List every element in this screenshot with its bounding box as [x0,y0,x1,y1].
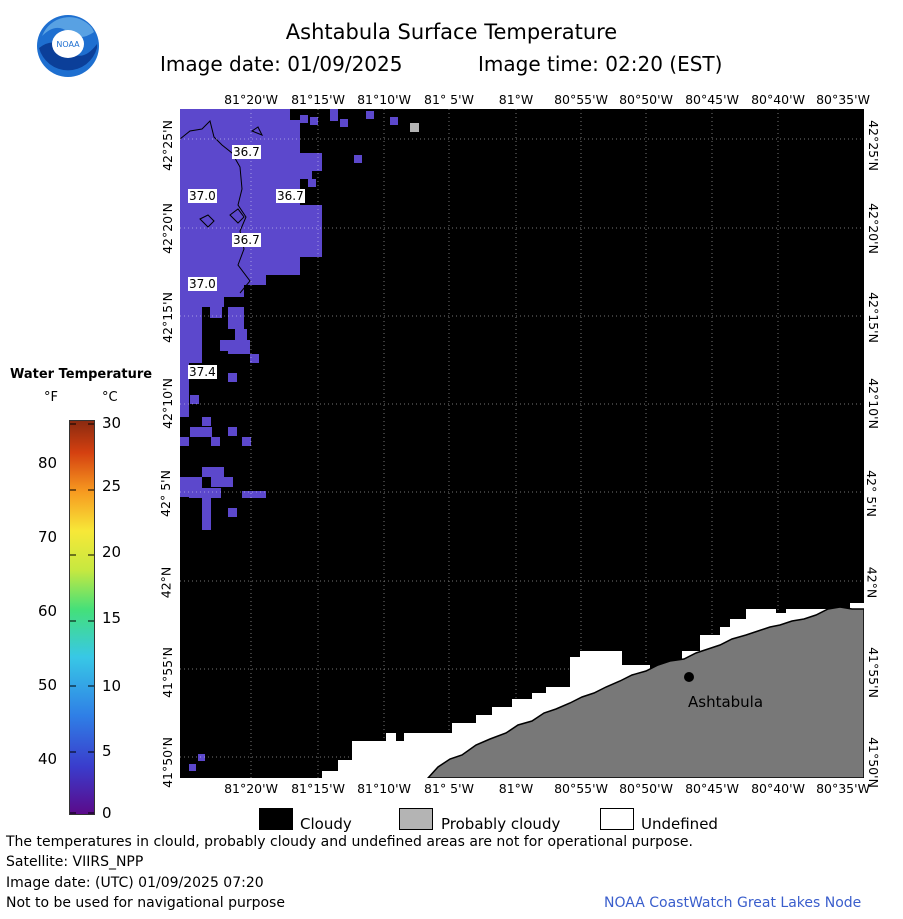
contour-label: 37.4 [188,365,217,379]
contour-label: 37.0 [188,189,217,203]
legend-label-undefined: Undefined [641,815,718,833]
lon-tick-bottom: 81°15'W [291,781,345,796]
lon-tick-bottom: 80°50'W [619,781,673,796]
lat-tick-left: 42°20'N [159,203,175,254]
lat-tick-left: 42°25'N [159,120,175,171]
colorbar-c-tick: 0 [102,804,112,822]
colorbar-c-tick: 10 [102,677,122,695]
lon-tick-top: 81°W [498,92,534,107]
colorbar-c-tick: 25 [102,477,122,495]
colorbar-f-tick: 60 [38,602,58,620]
lon-tick-bottom: 80°35'W [816,781,870,796]
contour-label: 36.7 [232,145,261,159]
page-title: Ashtabula Surface Temperature [285,20,618,44]
footer-satellite: Satellite: VIIRS_NPP [6,854,144,870]
lat-tick-right: 42°20'N [865,203,881,254]
lat-tick-right: 42° 5'N [863,470,879,517]
legend-label-cloudy: Cloudy [300,815,352,833]
image-date: Image date: 01/09/2025 [160,52,403,76]
lat-tick-right: 42°10'N [865,378,881,429]
colorbar-c-tick: 15 [102,609,122,627]
water-temperature-region [180,109,398,771]
lat-tick-right: 41°50'N [865,737,881,788]
lat-tick-left: 42°10'N [159,378,175,429]
map-canvas: Ashtabula [179,109,865,779]
colorbar-f-tick: 50 [38,676,58,694]
colorbar-c-tick: 5 [102,742,112,760]
lon-tick-bottom: 80°45'W [685,781,739,796]
lat-tick-left: 41°50'N [159,737,175,788]
footer-credit-link[interactable]: NOAA CoastWatch Great Lakes Node [604,895,862,911]
legend-label-probably-cloudy: Probably cloudy [441,815,561,833]
lon-tick-top: 81° 5'W [424,92,474,107]
lon-tick-bottom: 80°55'W [554,781,608,796]
lon-tick-bottom: 81°20'W [224,781,278,796]
colorbar-c-tick: 20 [102,543,122,561]
lon-tick-bottom: 81° 5'W [424,781,474,796]
footer-nav-warning: Not to be used for navigational purpose [6,895,285,911]
lon-tick-top: 80°55'W [554,92,608,107]
lat-tick-right: 42°N [864,566,880,599]
colorbar-ticks [70,423,94,814]
lat-tick-right: 41°55'N [865,647,881,698]
footer-disclaimer: The temperatures in clould, probably clo… [6,834,693,850]
colorbar-unit-c: °C [102,390,118,405]
colorbar-c-tick: 30 [102,414,122,432]
lon-tick-bottom: 81°W [498,781,534,796]
noaa-logo: NOAA [36,14,100,78]
lat-tick-right: 42°25'N [865,120,881,171]
colorbar [69,420,95,815]
land-area [426,606,865,779]
lat-tick-left: 42° 5'N [157,470,173,517]
lat-tick-left: 42°15'N [159,292,175,343]
city-label: Ashtabula [688,693,763,711]
colorbar-f-tick: 80 [38,454,58,472]
lon-tick-top: 81°15'W [291,92,345,107]
legend-swatch-undefined [600,808,634,830]
contour-label: 37.0 [188,277,217,291]
lat-tick-left: 42°N [158,566,174,599]
lat-tick-right: 42°15'N [865,292,881,343]
lon-tick-bottom: 80°40'W [751,781,805,796]
colorbar-unit-f: °F [44,390,58,405]
lon-tick-top: 80°45'W [685,92,739,107]
contour-label: 36.7 [232,233,261,247]
lon-tick-top: 80°35'W [816,92,870,107]
lon-tick-top: 81°20'W [224,92,278,107]
contour-label: 36.7 [276,189,305,203]
colorbar-title: Water Temperature [10,367,153,382]
probably-cloudy-pixel [410,123,419,132]
legend-swatch-cloudy [259,808,293,830]
colorbar-f-tick: 70 [38,528,58,546]
footer-utc-date: Image date: (UTC) 01/09/2025 07:20 [6,875,264,891]
lon-tick-top: 80°40'W [751,92,805,107]
colorbar-f-tick: 40 [38,750,58,768]
lon-tick-bottom: 81°10'W [357,781,411,796]
lat-tick-left: 41°55'N [159,647,175,698]
city-marker [684,672,694,682]
lon-tick-top: 80°50'W [619,92,673,107]
image-time: Image time: 02:20 (EST) [478,52,723,76]
temperature-contours [179,120,264,294]
logo-text: NOAA [56,40,80,49]
lon-tick-top: 81°10'W [357,92,411,107]
temperature-map: Ashtabula 36.7 37.0 36.7 36.7 37.0 37.4 [179,109,865,779]
legend-swatch-probably-cloudy [399,808,433,830]
